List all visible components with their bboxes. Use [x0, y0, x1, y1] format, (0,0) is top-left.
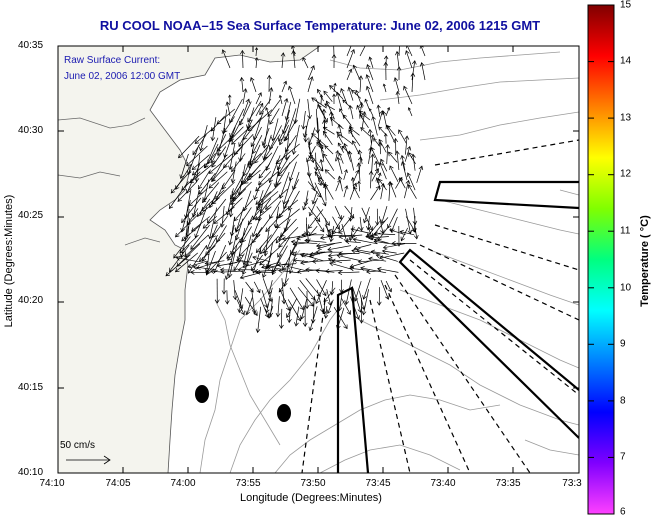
x-tick-label: 74:10 — [39, 478, 64, 489]
y-axis-title: Latitude (Degrees:Minutes) — [3, 176, 15, 346]
x-tick-label: 73:35 — [495, 478, 520, 489]
y-tick-label: 40:35 — [18, 40, 43, 51]
colorbar-tick-label: 6 — [620, 507, 626, 518]
x-axis-title: Longitude (Degrees:Minutes) — [240, 492, 382, 504]
y-tick-label: 40:20 — [18, 295, 43, 306]
current-vector-head — [350, 40, 354, 44]
marker-1 — [195, 385, 209, 403]
marker-2 — [277, 404, 291, 422]
colorbar — [588, 5, 614, 514]
colorbar-tick-label: 12 — [620, 169, 631, 180]
x-tick-label: 74:00 — [170, 478, 195, 489]
colorbar-tick-label: 9 — [620, 339, 626, 350]
colorbar-tick-label: 7 — [620, 452, 626, 463]
y-tick-label: 40:30 — [18, 125, 43, 136]
y-tick-label: 40:10 — [18, 467, 43, 478]
colorbar-tick-label: 11 — [620, 226, 630, 237]
annotation-line1: Raw Surface Current: — [64, 55, 160, 66]
current-vector — [281, 309, 282, 328]
colorbar-tick-label: 10 — [620, 283, 631, 294]
current-vector-head — [332, 40, 336, 44]
colorbar-tick-label: 8 — [620, 396, 626, 407]
current-vector — [321, 95, 322, 104]
scale-label: 50 cm/s — [60, 440, 95, 451]
y-tick-label: 40:25 — [18, 210, 43, 221]
x-tick-label: 73:55 — [235, 478, 260, 489]
x-tick-label: 73:50 — [300, 478, 325, 489]
current-vector-head — [366, 39, 370, 43]
x-tick-label: 73:40 — [430, 478, 455, 489]
annotation-line2: June 02, 2006 12:00 GMT — [64, 71, 180, 82]
colorbar-tick-label: 15 — [620, 0, 631, 11]
colorbar-tick-label: 14 — [620, 56, 631, 67]
x-tick-label: 73:3 — [562, 478, 581, 489]
y-tick-label: 40:15 — [18, 382, 43, 393]
x-tick-label: 73:45 — [365, 478, 390, 489]
map-title: RU COOL NOAA–15 Sea Surface Temperature:… — [60, 18, 580, 33]
colorbar-title: Temperature ( °C) — [639, 176, 651, 346]
current-vector-head — [398, 38, 402, 42]
colorbar-tick-label: 13 — [620, 113, 631, 124]
x-tick-label: 74:05 — [105, 478, 130, 489]
current-vector — [334, 40, 335, 56]
